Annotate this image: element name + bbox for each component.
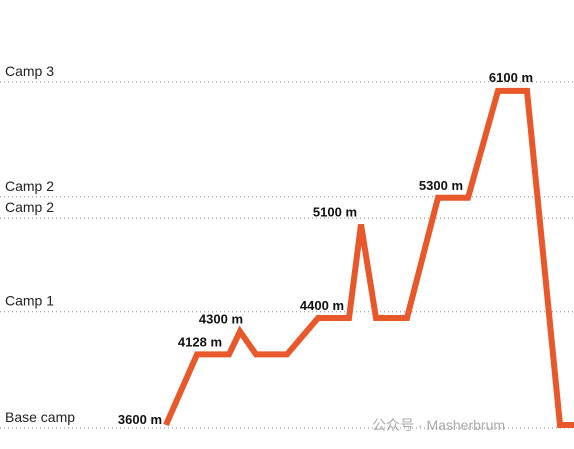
watermark: 公众号 · Masherbrum [372,417,505,433]
y-tick-label: Camp 3 [5,63,54,79]
data-label: 5300 m [419,178,463,193]
line [163,87,574,428]
y-tick-label: Camp 1 [5,293,54,309]
y-tick-label: Camp 2 [5,178,54,194]
data-label: 3600 m [118,412,162,427]
y-tick-label: Camp 2 [5,199,54,215]
data-label: 4128 m [178,334,222,349]
data-label: 4400 m [300,298,344,313]
data-label: 4300 m [199,311,243,326]
data-label: 6100 m [489,70,533,85]
y-tick-label: Base camp [5,409,75,425]
data-label: 5100 m [313,205,357,220]
